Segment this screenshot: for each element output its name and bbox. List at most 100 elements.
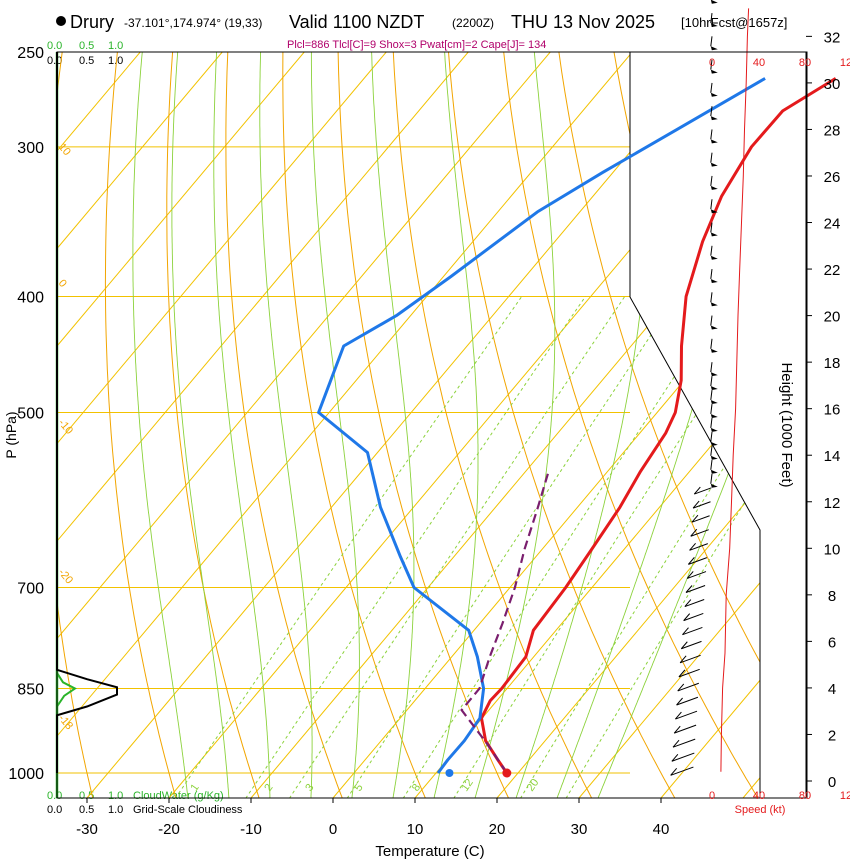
wind-barb-feather	[692, 500, 700, 509]
wind-barb-flag	[710, 255, 718, 260]
cloudwater-label: CloudWater (g/Kg)	[133, 790, 224, 802]
wind-barb	[710, 82, 713, 93]
temperature-tick-label: 10	[407, 821, 424, 838]
wind-barb	[691, 515, 710, 523]
valid-date: THU 13 Nov 2025	[511, 12, 655, 32]
moist-adiabat-label: -20	[56, 567, 75, 587]
isobar-grid	[57, 52, 630, 774]
mixing-ratio-label: 12	[459, 777, 476, 794]
mixing-ratio-grid	[174, 296, 807, 798]
wind-barb	[682, 626, 703, 636]
dry-adiabat-30	[392, 52, 593, 798]
height-tick-label: 10	[824, 541, 841, 558]
wind-barb-flag	[710, 455, 718, 460]
wind-barb	[690, 529, 709, 537]
wind-barb-feather	[673, 725, 681, 734]
moist-adiabat-20	[474, 52, 556, 798]
surface-temperature-marker	[502, 768, 512, 778]
dry-adiabat-0	[225, 52, 343, 798]
speed-tick-label-top: 12	[840, 57, 850, 69]
wind-barb	[710, 13, 713, 24]
wind-barb	[692, 501, 711, 509]
wind-barb-feather	[679, 655, 687, 664]
station-coords: -37.101°,174.974° (19,33)	[124, 16, 262, 30]
wind-barb	[683, 612, 704, 622]
speed-tick-label-bottom: 80	[799, 790, 811, 802]
isotherm--50	[57, 52, 551, 640]
isotherm--40	[57, 52, 633, 737]
parcel-trace	[460, 471, 550, 774]
wind-barb-feather	[670, 768, 678, 776]
wind-barb-flag	[710, 469, 718, 474]
wind-barb-flag	[710, 139, 718, 144]
height-tick-label: 0	[828, 774, 836, 791]
pressure-tick-label: 500	[17, 406, 44, 423]
mixing-ratio-label: 8	[410, 782, 423, 794]
wind-barb-flag	[710, 302, 718, 307]
wind-barb-flag	[710, 427, 718, 432]
height-tick-label: 14	[824, 448, 841, 465]
speed-tick-label-top: 80	[799, 57, 811, 69]
wind-barb-flag	[710, 185, 718, 190]
cloudwater-scale-bottom-05: 0.5	[79, 790, 94, 802]
utc-time: (2200Z)	[452, 16, 494, 30]
wind-barb-flag	[710, 46, 718, 51]
pressure-tick-label: 300	[17, 140, 44, 157]
wind-barb	[710, 473, 713, 484]
surface-dewpoint-marker	[445, 769, 454, 777]
wind-barb	[710, 362, 713, 373]
moist-adiabat-5	[310, 52, 360, 798]
height-tick-label: 16	[824, 402, 841, 419]
wind-barb	[687, 571, 707, 579]
wind-barb	[710, 445, 713, 456]
wind-barb-feather	[676, 697, 683, 706]
wind-barb-flag	[710, 69, 718, 74]
wind-barb	[694, 487, 712, 495]
wind-barb-feather	[686, 571, 694, 579]
wind-panel-mask	[629, 52, 807, 798]
speed-tick-label-bottom: 12	[840, 790, 850, 802]
wind-barb-feather	[672, 739, 680, 748]
wind-barb-flag	[710, 92, 718, 97]
height-tick-label: 4	[828, 681, 836, 698]
wind-barb-feather	[678, 669, 686, 678]
sounding-params: Plcl=886 Tlcl[C]=9 Shox=3 Pwat[cm]=2 Cap…	[287, 39, 546, 51]
pressure-tick-label: 400	[17, 289, 44, 306]
cloudiness-scale-bottom-1: 1.0	[108, 804, 123, 816]
isotherm-grid	[57, 52, 807, 798]
wind-barb	[710, 222, 713, 233]
mixing-ratio-3	[289, 296, 626, 798]
dry-adiabat--10	[166, 52, 260, 798]
moist-adiabat-25	[515, 52, 649, 798]
station-dot	[56, 16, 66, 26]
wind-barb-flag	[710, 441, 718, 446]
temperature-tick-label: -10	[240, 821, 262, 838]
isotherm-20	[496, 428, 807, 798]
moist-adiabat-15	[433, 52, 479, 798]
cloudwater-scale-bottom-0: 0.0	[47, 790, 62, 802]
wind-barb	[710, 403, 713, 415]
wind-barb	[710, 36, 713, 47]
wind-barb	[710, 431, 713, 442]
wind-barb	[688, 557, 708, 565]
plot-frame	[56, 51, 808, 799]
dry-adiabat-110	[835, 52, 850, 798]
cloud-scale-top: 0.0 0.5 1.0 0.0 0.5 1.0	[47, 40, 123, 67]
isotherm--70	[57, 52, 387, 445]
wind-barb-flag	[710, 414, 718, 418]
height-tick-label: 12	[824, 495, 841, 512]
dry-adiabat-10	[282, 52, 426, 798]
moist-adiabat--15	[132, 52, 189, 798]
sounding-traces	[317, 77, 837, 778]
wind-barb	[710, 106, 713, 117]
pressure-tick-label: 1000	[8, 766, 44, 783]
cloudwater-scale-top-1: 1.0	[108, 40, 123, 52]
height-tick-label: 28	[824, 122, 841, 139]
speed-tick-label-top: 0	[709, 57, 715, 69]
isotherm-0	[332, 233, 807, 798]
mixing-ratio-label: 3	[303, 782, 316, 794]
wind-barb-flag	[710, 279, 718, 283]
wind-barb-flag	[710, 0, 718, 4]
mixing-ratio-1	[174, 296, 523, 798]
wind-barb-flag	[710, 209, 718, 214]
